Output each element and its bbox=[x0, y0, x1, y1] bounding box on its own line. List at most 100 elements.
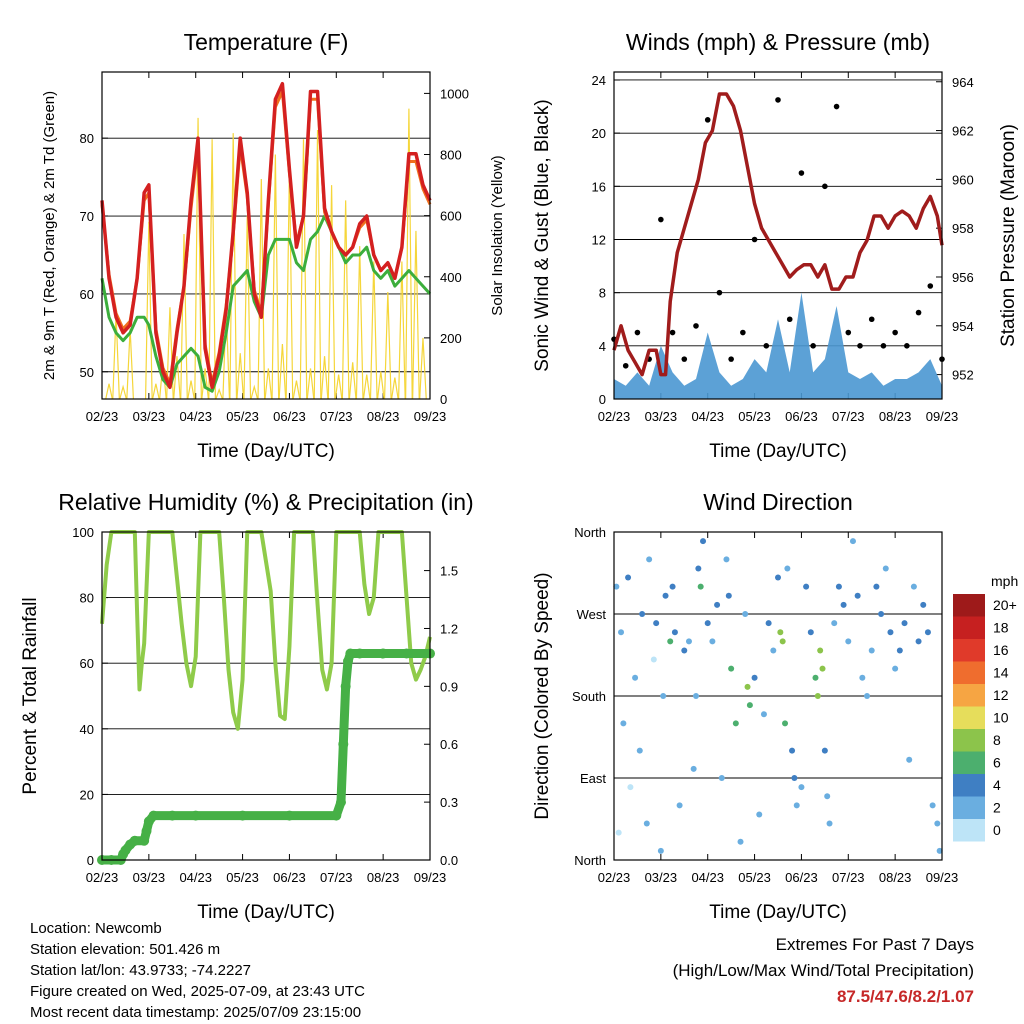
gust-point bbox=[740, 329, 746, 336]
station-location: Location: Newcomb bbox=[30, 920, 162, 937]
solar-insolation-spike bbox=[173, 356, 181, 400]
solar-insolation-spike bbox=[271, 154, 280, 400]
gust-point bbox=[622, 362, 629, 369]
plot-border bbox=[613, 71, 943, 400]
x-tick-label: 08/23 bbox=[879, 409, 912, 424]
sonic-wind-area bbox=[614, 292, 942, 399]
y-axis-label: Direction (Colored By Speed) bbox=[532, 572, 553, 819]
wind-direction-point bbox=[803, 583, 810, 590]
wind-direction-point bbox=[782, 720, 789, 727]
wind-direction-point bbox=[618, 629, 625, 636]
wind-direction-point bbox=[693, 693, 699, 699]
wind-direction-point bbox=[775, 574, 781, 581]
wind-direction-point bbox=[887, 629, 894, 636]
chart-title: Temperature (F) bbox=[184, 29, 349, 55]
colorbar-label: 12 bbox=[993, 687, 1009, 703]
x-tick-label: 03/23 bbox=[133, 409, 166, 424]
y2-tick-label: 0 bbox=[440, 392, 447, 407]
y-tick-label: 8 bbox=[599, 286, 606, 301]
wind-direction-point bbox=[807, 629, 814, 636]
solar-insolation-spike bbox=[306, 368, 315, 400]
gust-point bbox=[763, 343, 770, 349]
y2-tick-label: 962 bbox=[952, 124, 974, 139]
y-tick-label: 70 bbox=[80, 209, 94, 224]
colorbar-swatch bbox=[953, 616, 985, 639]
x-axis-label: Time (Day/UTC) bbox=[197, 441, 335, 462]
precip-point bbox=[401, 648, 412, 659]
wind-direction-point bbox=[819, 665, 826, 672]
solar-insolation-spike bbox=[257, 178, 266, 400]
y-tick-label: 50 bbox=[80, 365, 94, 380]
precip-point bbox=[335, 797, 346, 808]
solar-insolation-spike bbox=[320, 356, 329, 400]
wind-direction-point bbox=[643, 820, 650, 827]
extremes-legend: (High/Low/Max Wind/Total Precipitation) bbox=[672, 961, 974, 980]
y2-tick-label: 0.0 bbox=[440, 853, 458, 868]
temp-2m-line bbox=[100, 81, 432, 390]
solar-insolation-spike bbox=[313, 130, 322, 400]
wind-direction-point bbox=[892, 665, 899, 672]
x-tick-label: 03/23 bbox=[645, 870, 678, 885]
x-tick-label: 05/23 bbox=[738, 409, 771, 424]
wind-direction-point bbox=[826, 820, 833, 827]
rh-precip-chart: Relative Humidity (%) & Precipitation (i… bbox=[20, 489, 474, 923]
wind-direction-point bbox=[789, 747, 796, 754]
solar-insolation-spike bbox=[236, 353, 245, 400]
solar-insolation-spike bbox=[250, 384, 259, 400]
recent-timestamp: Most recent data timestamp: 2025/07/09 2… bbox=[30, 1004, 362, 1021]
x-tick-label: 02/23 bbox=[86, 409, 119, 424]
wind-direction-point bbox=[737, 838, 744, 845]
y2-tick-label: 960 bbox=[952, 172, 974, 187]
wind-direction-point bbox=[639, 611, 646, 617]
precip-point bbox=[167, 810, 178, 821]
wind-direction-point bbox=[915, 638, 922, 645]
y-tick-label: 100 bbox=[72, 525, 94, 540]
y2-axis-label: Solar Insolation (Yellow) bbox=[489, 155, 506, 315]
colorbar-swatch bbox=[953, 661, 985, 684]
y2-tick-label: 954 bbox=[952, 319, 974, 334]
solar-insolation-spike bbox=[126, 328, 134, 400]
wind-direction-point bbox=[653, 620, 660, 627]
x-tick-label: 06/23 bbox=[785, 870, 818, 885]
colorbar-swatch bbox=[953, 729, 985, 752]
x-tick-label: 07/23 bbox=[832, 409, 865, 424]
precip-point bbox=[338, 739, 349, 750]
wind-direction-point bbox=[770, 647, 777, 654]
wind-direction-point bbox=[920, 601, 927, 608]
x-tick-label: 04/23 bbox=[691, 870, 724, 885]
wind-direction-point bbox=[714, 601, 721, 608]
wind-direction-point bbox=[709, 638, 716, 645]
y2-tick-label: 0.9 bbox=[440, 679, 458, 694]
y-tick-label: 20 bbox=[592, 126, 606, 141]
wind-direction-point bbox=[817, 647, 824, 654]
wind-direction-point bbox=[864, 693, 871, 699]
wind-direction-point bbox=[901, 620, 908, 627]
wind-direction-point bbox=[821, 747, 828, 754]
wind-direction-point bbox=[791, 775, 798, 781]
wind-direction-point bbox=[824, 793, 831, 800]
precip-point bbox=[284, 810, 295, 821]
wind-direction-point bbox=[615, 829, 622, 836]
x-tick-label: 02/23 bbox=[598, 409, 631, 424]
wind-direction-point bbox=[723, 556, 730, 563]
solar-insolation-spike bbox=[208, 139, 216, 400]
colorbar-label: 2 bbox=[993, 800, 1001, 816]
wind-direction-point bbox=[620, 720, 627, 727]
y-tick-label: 80 bbox=[80, 131, 94, 146]
y-tick-label: 60 bbox=[80, 287, 94, 302]
x-tick-label: 04/23 bbox=[691, 409, 724, 424]
x-tick-label: 07/23 bbox=[320, 409, 353, 424]
x-tick-label: 03/23 bbox=[133, 870, 166, 885]
wind-direction-point bbox=[896, 647, 903, 654]
x-tick-label: 05/23 bbox=[226, 409, 259, 424]
solar-insolation-spike bbox=[341, 200, 350, 400]
wind-direction-point bbox=[835, 583, 842, 590]
wind-direction-point bbox=[849, 538, 856, 545]
wind-direction-point bbox=[728, 665, 735, 672]
solar-insolation-spike bbox=[152, 383, 160, 400]
colorbar-swatch bbox=[953, 751, 985, 774]
colorbar-label: 0 bbox=[993, 822, 1001, 838]
solar-insolation-spike bbox=[355, 246, 364, 400]
precip-point bbox=[354, 648, 365, 659]
colorbar-swatch bbox=[953, 796, 985, 819]
